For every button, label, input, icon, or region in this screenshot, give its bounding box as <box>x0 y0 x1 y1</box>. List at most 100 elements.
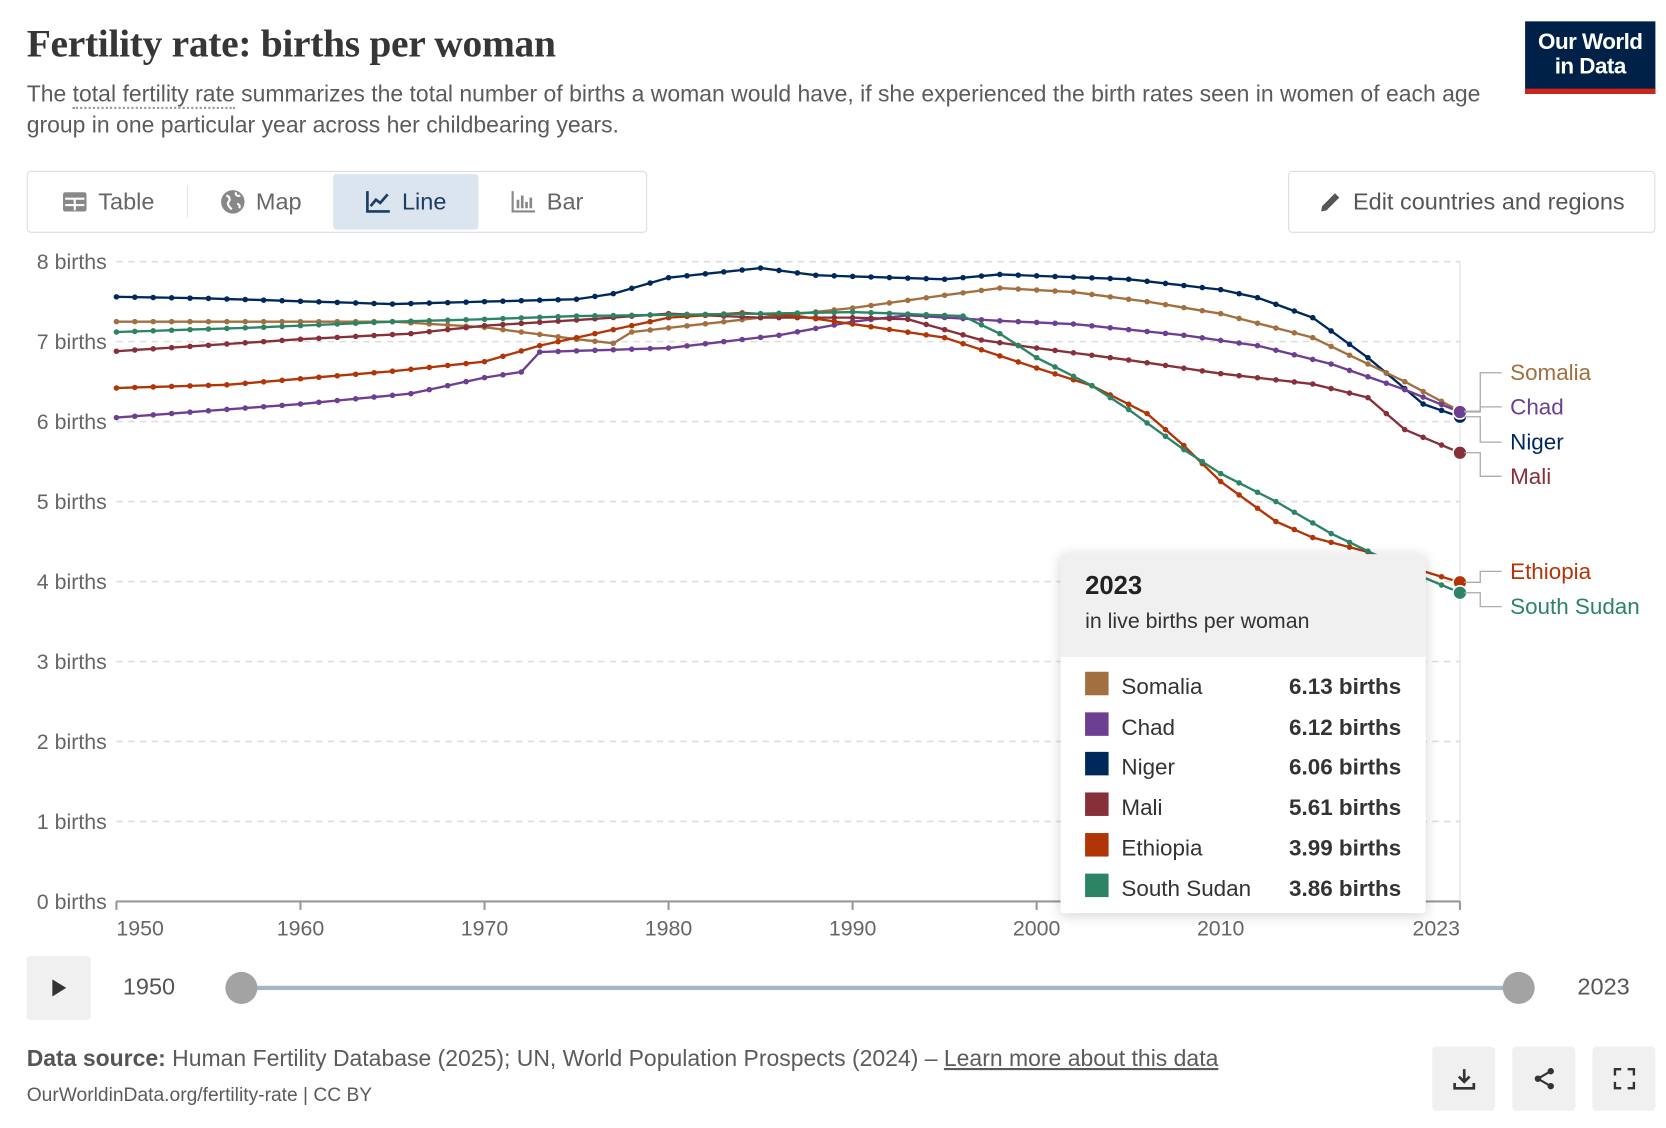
data-point <box>150 346 156 352</box>
fullscreen-button[interactable] <box>1592 1046 1656 1111</box>
divider <box>186 185 188 218</box>
data-point <box>463 316 469 323</box>
data-point <box>1125 296 1132 303</box>
data-point <box>905 329 911 335</box>
share-button[interactable] <box>1512 1046 1576 1111</box>
timeline-track[interactable] <box>241 985 1519 991</box>
data-point <box>1291 308 1298 314</box>
label-connector <box>1464 592 1502 608</box>
tab-label: Table <box>98 187 155 215</box>
play-button[interactable] <box>26 955 91 1020</box>
data-point <box>279 297 285 304</box>
tooltip-row: Somalia 6.13 births <box>1085 671 1401 704</box>
tooltip-country: South Sudan <box>1121 876 1252 901</box>
data-point <box>1365 374 1371 380</box>
label-connector <box>1464 570 1502 583</box>
tab-line[interactable]: Line <box>333 174 479 230</box>
data-point <box>757 310 764 317</box>
chart-url[interactable]: OurWorldinData.org/fertility-rate | CC B… <box>26 1084 373 1106</box>
data-point <box>168 410 175 417</box>
data-point <box>518 315 525 321</box>
data-point <box>408 366 414 373</box>
data-point <box>1254 489 1261 496</box>
data-point <box>408 330 414 337</box>
data-point <box>1070 321 1077 327</box>
timeline-end-year: 2023 <box>1577 972 1630 1000</box>
table-icon <box>63 192 87 212</box>
data-point <box>371 332 377 339</box>
chart-subtitle: The total fertility rate summarizes the … <box>27 79 1501 141</box>
data-point <box>1328 328 1334 334</box>
data-point <box>1401 378 1408 385</box>
data-point <box>923 295 929 301</box>
owid-logo[interactable]: Our World in Data <box>1525 21 1656 94</box>
data-point <box>555 296 561 303</box>
data-point <box>592 330 598 337</box>
data-point <box>702 311 709 318</box>
tfr-definition-link[interactable]: total fertility rate <box>72 81 235 109</box>
data-point <box>205 342 212 349</box>
data-point <box>1217 310 1224 317</box>
data-point <box>886 300 893 306</box>
data-point <box>536 349 543 355</box>
data-point <box>444 362 451 369</box>
data-point <box>592 293 598 300</box>
data-point <box>260 297 267 303</box>
data-point <box>1236 480 1242 486</box>
data-point <box>868 309 874 316</box>
y-tick-label: 1 births <box>37 810 107 834</box>
data-point <box>647 327 653 333</box>
data-point <box>132 294 138 300</box>
label-connector <box>1464 372 1502 412</box>
data-point <box>1033 273 1040 279</box>
data-point <box>1309 314 1316 321</box>
data-point <box>849 309 856 315</box>
data-point <box>500 372 506 378</box>
data-point <box>794 329 801 335</box>
download-button[interactable] <box>1432 1046 1496 1111</box>
data-point <box>297 322 304 329</box>
timeline-end-handle[interactable] <box>1502 971 1535 1004</box>
edit-countries-button[interactable]: Edit countries and regions <box>1288 170 1656 233</box>
tooltip-value: 6.12 births <box>1289 715 1402 740</box>
data-point <box>1089 291 1095 298</box>
data-point <box>168 295 175 301</box>
data-point <box>1144 420 1150 426</box>
data-point <box>923 321 929 328</box>
data-point <box>1052 347 1058 354</box>
data-point <box>1125 406 1132 413</box>
x-tick-label: 1980 <box>645 917 693 941</box>
data-point <box>113 329 120 335</box>
data-point <box>444 326 451 333</box>
data-point <box>628 346 635 352</box>
data-point <box>132 328 138 335</box>
data-point <box>1199 284 1206 291</box>
data-point <box>1438 407 1445 414</box>
tab-table[interactable]: Table <box>30 174 187 230</box>
data-point <box>1273 377 1279 383</box>
data-point <box>1236 340 1242 346</box>
data-source: Data source: Human Fertility Database (2… <box>27 1046 1219 1073</box>
tooltip-country: Ethiopia <box>1121 836 1203 861</box>
tab-bar[interactable]: Bar <box>478 174 615 230</box>
subtitle-text: summarizes the total number of births a … <box>26 81 1481 138</box>
color-swatch <box>1085 832 1109 857</box>
data-point <box>1291 526 1298 533</box>
data-point <box>1291 352 1298 358</box>
series-line <box>116 312 1461 454</box>
data-point <box>647 280 653 286</box>
data-point <box>260 318 267 325</box>
data-point <box>168 327 175 334</box>
color-swatch <box>1085 792 1109 817</box>
end-label-somalia: Somalia <box>1510 360 1591 385</box>
tab-map[interactable]: Map <box>188 174 334 230</box>
end-label-south-sudan: South Sudan <box>1510 594 1640 619</box>
data-point <box>426 364 433 371</box>
share-icon <box>1534 1068 1554 1090</box>
data-point <box>187 343 193 350</box>
data-point <box>1273 498 1279 505</box>
data-point <box>168 344 175 351</box>
data-point <box>1273 347 1279 353</box>
timeline-start-handle[interactable] <box>225 971 258 1004</box>
learn-more-link[interactable]: Learn more about this data <box>943 1045 1219 1072</box>
